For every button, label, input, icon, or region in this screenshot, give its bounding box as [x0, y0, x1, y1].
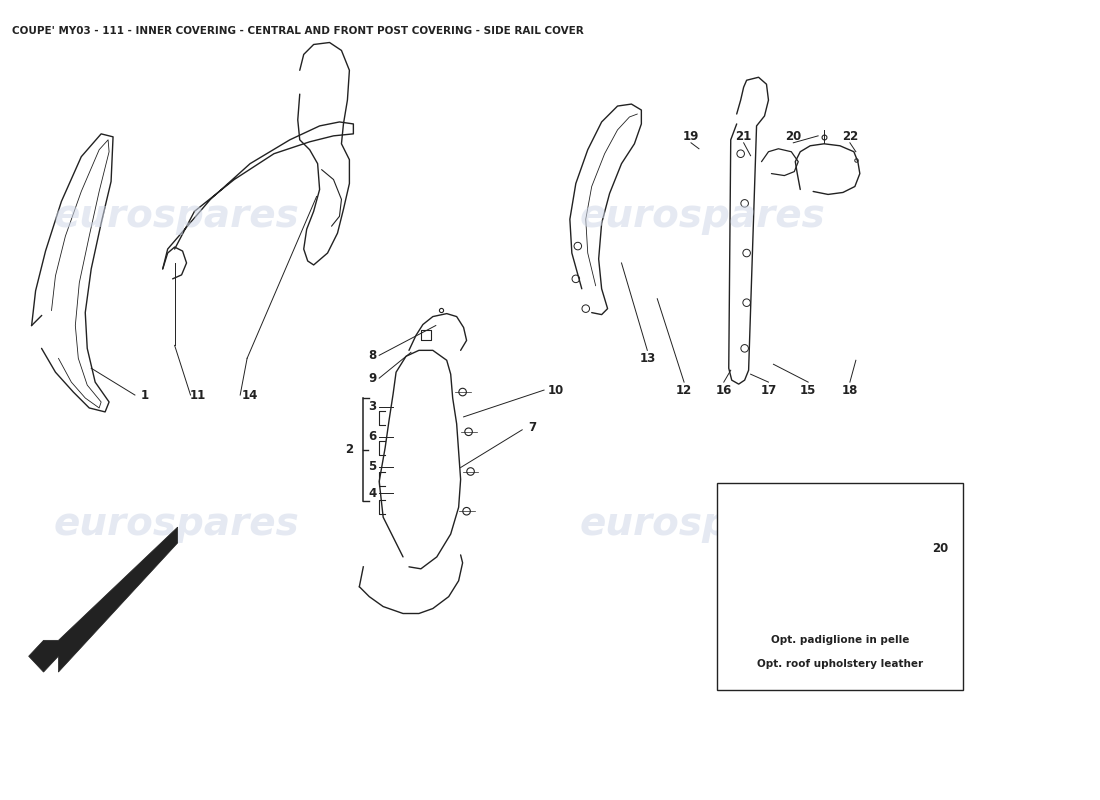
- Text: 15: 15: [800, 383, 816, 397]
- Text: 19: 19: [683, 130, 700, 143]
- FancyBboxPatch shape: [717, 483, 964, 690]
- Text: 14: 14: [242, 389, 258, 402]
- Text: 10: 10: [548, 383, 564, 397]
- Text: 22: 22: [842, 130, 858, 143]
- Text: 16: 16: [716, 383, 732, 397]
- Text: 17: 17: [760, 383, 777, 397]
- Text: eurospares: eurospares: [54, 505, 299, 543]
- Text: 9: 9: [368, 372, 376, 385]
- Text: 8: 8: [368, 349, 376, 362]
- Text: 7: 7: [528, 422, 537, 434]
- Text: 5: 5: [368, 460, 376, 473]
- Text: eurospares: eurospares: [54, 198, 299, 235]
- Text: 3: 3: [368, 401, 376, 414]
- Text: 4: 4: [368, 487, 376, 500]
- Text: 18: 18: [842, 383, 858, 397]
- Text: 11: 11: [189, 389, 206, 402]
- Text: Opt. padiglione in pelle: Opt. padiglione in pelle: [771, 635, 910, 646]
- Text: COUPE' MY03 - 111 - INNER COVERING - CENTRAL AND FRONT POST COVERING - SIDE RAIL: COUPE' MY03 - 111 - INNER COVERING - CEN…: [12, 26, 583, 35]
- Text: 1: 1: [141, 389, 149, 402]
- Text: 13: 13: [639, 352, 656, 365]
- Text: eurospares: eurospares: [580, 198, 825, 235]
- Text: 21: 21: [736, 130, 751, 143]
- Text: eurospares: eurospares: [580, 505, 825, 543]
- Text: 6: 6: [368, 430, 376, 443]
- Text: 2: 2: [345, 443, 353, 456]
- Polygon shape: [29, 527, 177, 672]
- Text: 12: 12: [675, 383, 692, 397]
- Text: 20: 20: [933, 542, 948, 555]
- Text: 20: 20: [785, 130, 802, 143]
- Text: Opt. roof upholstery leather: Opt. roof upholstery leather: [757, 659, 923, 669]
